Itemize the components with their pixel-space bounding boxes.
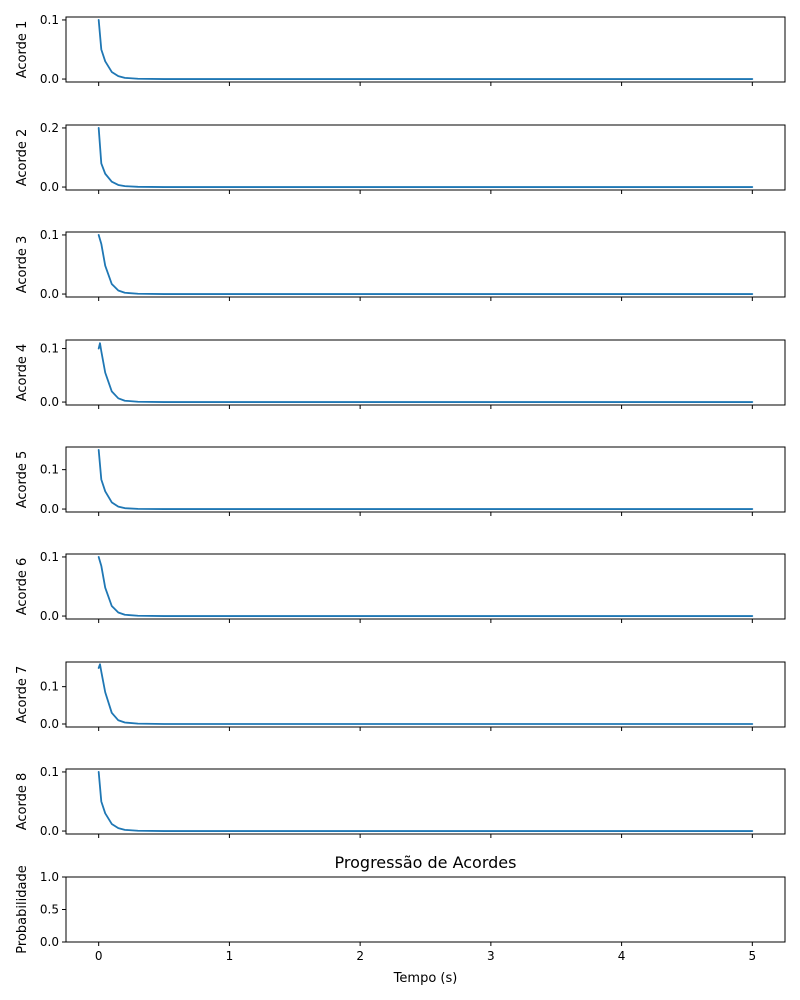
y-axis-label-9: Probabilidade [15, 865, 30, 953]
axes-frame-9 [65, 876, 786, 943]
y-axis-label-3: Acorde 3 [15, 236, 30, 294]
series-line-1-1 [97, 19, 754, 80]
y-tick-label-9-2: 1.0 [40, 870, 59, 884]
y-tick-label-5-1: 0.1 [40, 463, 59, 477]
y-tick-label-8-1: 0.1 [40, 765, 59, 779]
y-tick-label-9-1: 0.5 [40, 903, 59, 917]
axes-frame-5 [65, 446, 786, 513]
x-tick-label-0: 0 [95, 949, 103, 963]
y-axis-label-8: Acorde 8 [15, 773, 30, 831]
axes-frame-3 [65, 231, 786, 298]
subplot-8: 0.0 0.1 Acorde 8 [15, 765, 786, 838]
subplot-1: 0.0 0.1 Acorde 1 [15, 13, 786, 86]
y-tick-label-1-1: 0.1 [40, 13, 59, 27]
axes-frame-4 [65, 339, 786, 406]
subplot-7: 0.0 0.1 Acorde 7 [15, 661, 786, 731]
y-tick-label-3-1: 0.1 [40, 228, 59, 242]
y-tick-label-8-0: 0.0 [40, 824, 59, 838]
series-line-4-1 [97, 342, 754, 403]
series-line-7-1 [97, 663, 754, 725]
y-tick-label-6-0: 0.0 [40, 609, 59, 623]
subplot-6: 0.0 0.1 Acorde 6 [15, 550, 786, 623]
axes-frame-7 [65, 661, 786, 728]
y-axis-label-4: Acorde 4 [15, 344, 30, 402]
y-axis-label-2: Acorde 2 [15, 129, 30, 187]
y-tick-label-2-1: 0.2 [40, 121, 59, 135]
axes-frame-2 [65, 124, 786, 191]
x-tick-label-3: 3 [487, 949, 495, 963]
x-tick-label-5: 5 [748, 949, 756, 963]
y-axis-label-5: Acorde 5 [15, 451, 30, 509]
x-axis-label: Tempo (s) [393, 971, 458, 986]
axes-frame-8 [65, 768, 786, 835]
x-tick-label-2: 2 [356, 949, 364, 963]
series-line-3-1 [97, 234, 754, 295]
series-line-8-1 [97, 771, 754, 832]
axes-frame-6 [65, 553, 786, 620]
y-axis-label-7: Acorde 7 [15, 666, 30, 724]
chart-title: Progressão de Acordes [335, 853, 517, 872]
subplot-3: 0.0 0.1 Acorde 3 [15, 228, 786, 301]
subplot-5: 0.0 0.1 Acorde 5 [15, 446, 786, 516]
y-tick-label-2-0: 0.0 [40, 180, 59, 194]
y-tick-label-4-1: 0.1 [40, 342, 59, 356]
y-tick-label-7-1: 0.1 [40, 680, 59, 694]
x-tick-label-1: 1 [226, 949, 234, 963]
axes-frame-1 [65, 16, 786, 83]
y-tick-label-6-1: 0.1 [40, 550, 59, 564]
y-tick-label-7-0: 0.0 [40, 717, 59, 731]
y-tick-label-3-0: 0.0 [40, 287, 59, 301]
y-axis-label-6: Acorde 6 [15, 558, 30, 616]
subplot-9: 0.0 0.5 1.0 0 1 2 3 4 5 Probabilidade Progressão d… [15, 853, 786, 986]
series-line-2-1 [97, 127, 754, 188]
series-line-6-1 [97, 556, 754, 617]
series-line-5-1 [97, 449, 754, 510]
y-axis-label-1: Acorde 1 [15, 21, 30, 79]
subplot-2: 0.0 0.2 Acorde 2 [15, 121, 786, 194]
y-tick-label-9-0: 0.0 [40, 935, 59, 949]
y-tick-label-1-0: 0.0 [40, 72, 59, 86]
y-tick-label-4-0: 0.0 [40, 395, 59, 409]
subplot-4: 0.0 0.1 Acorde 4 [15, 339, 786, 409]
y-tick-label-5-0: 0.0 [40, 502, 59, 516]
x-tick-label-4: 4 [618, 949, 626, 963]
